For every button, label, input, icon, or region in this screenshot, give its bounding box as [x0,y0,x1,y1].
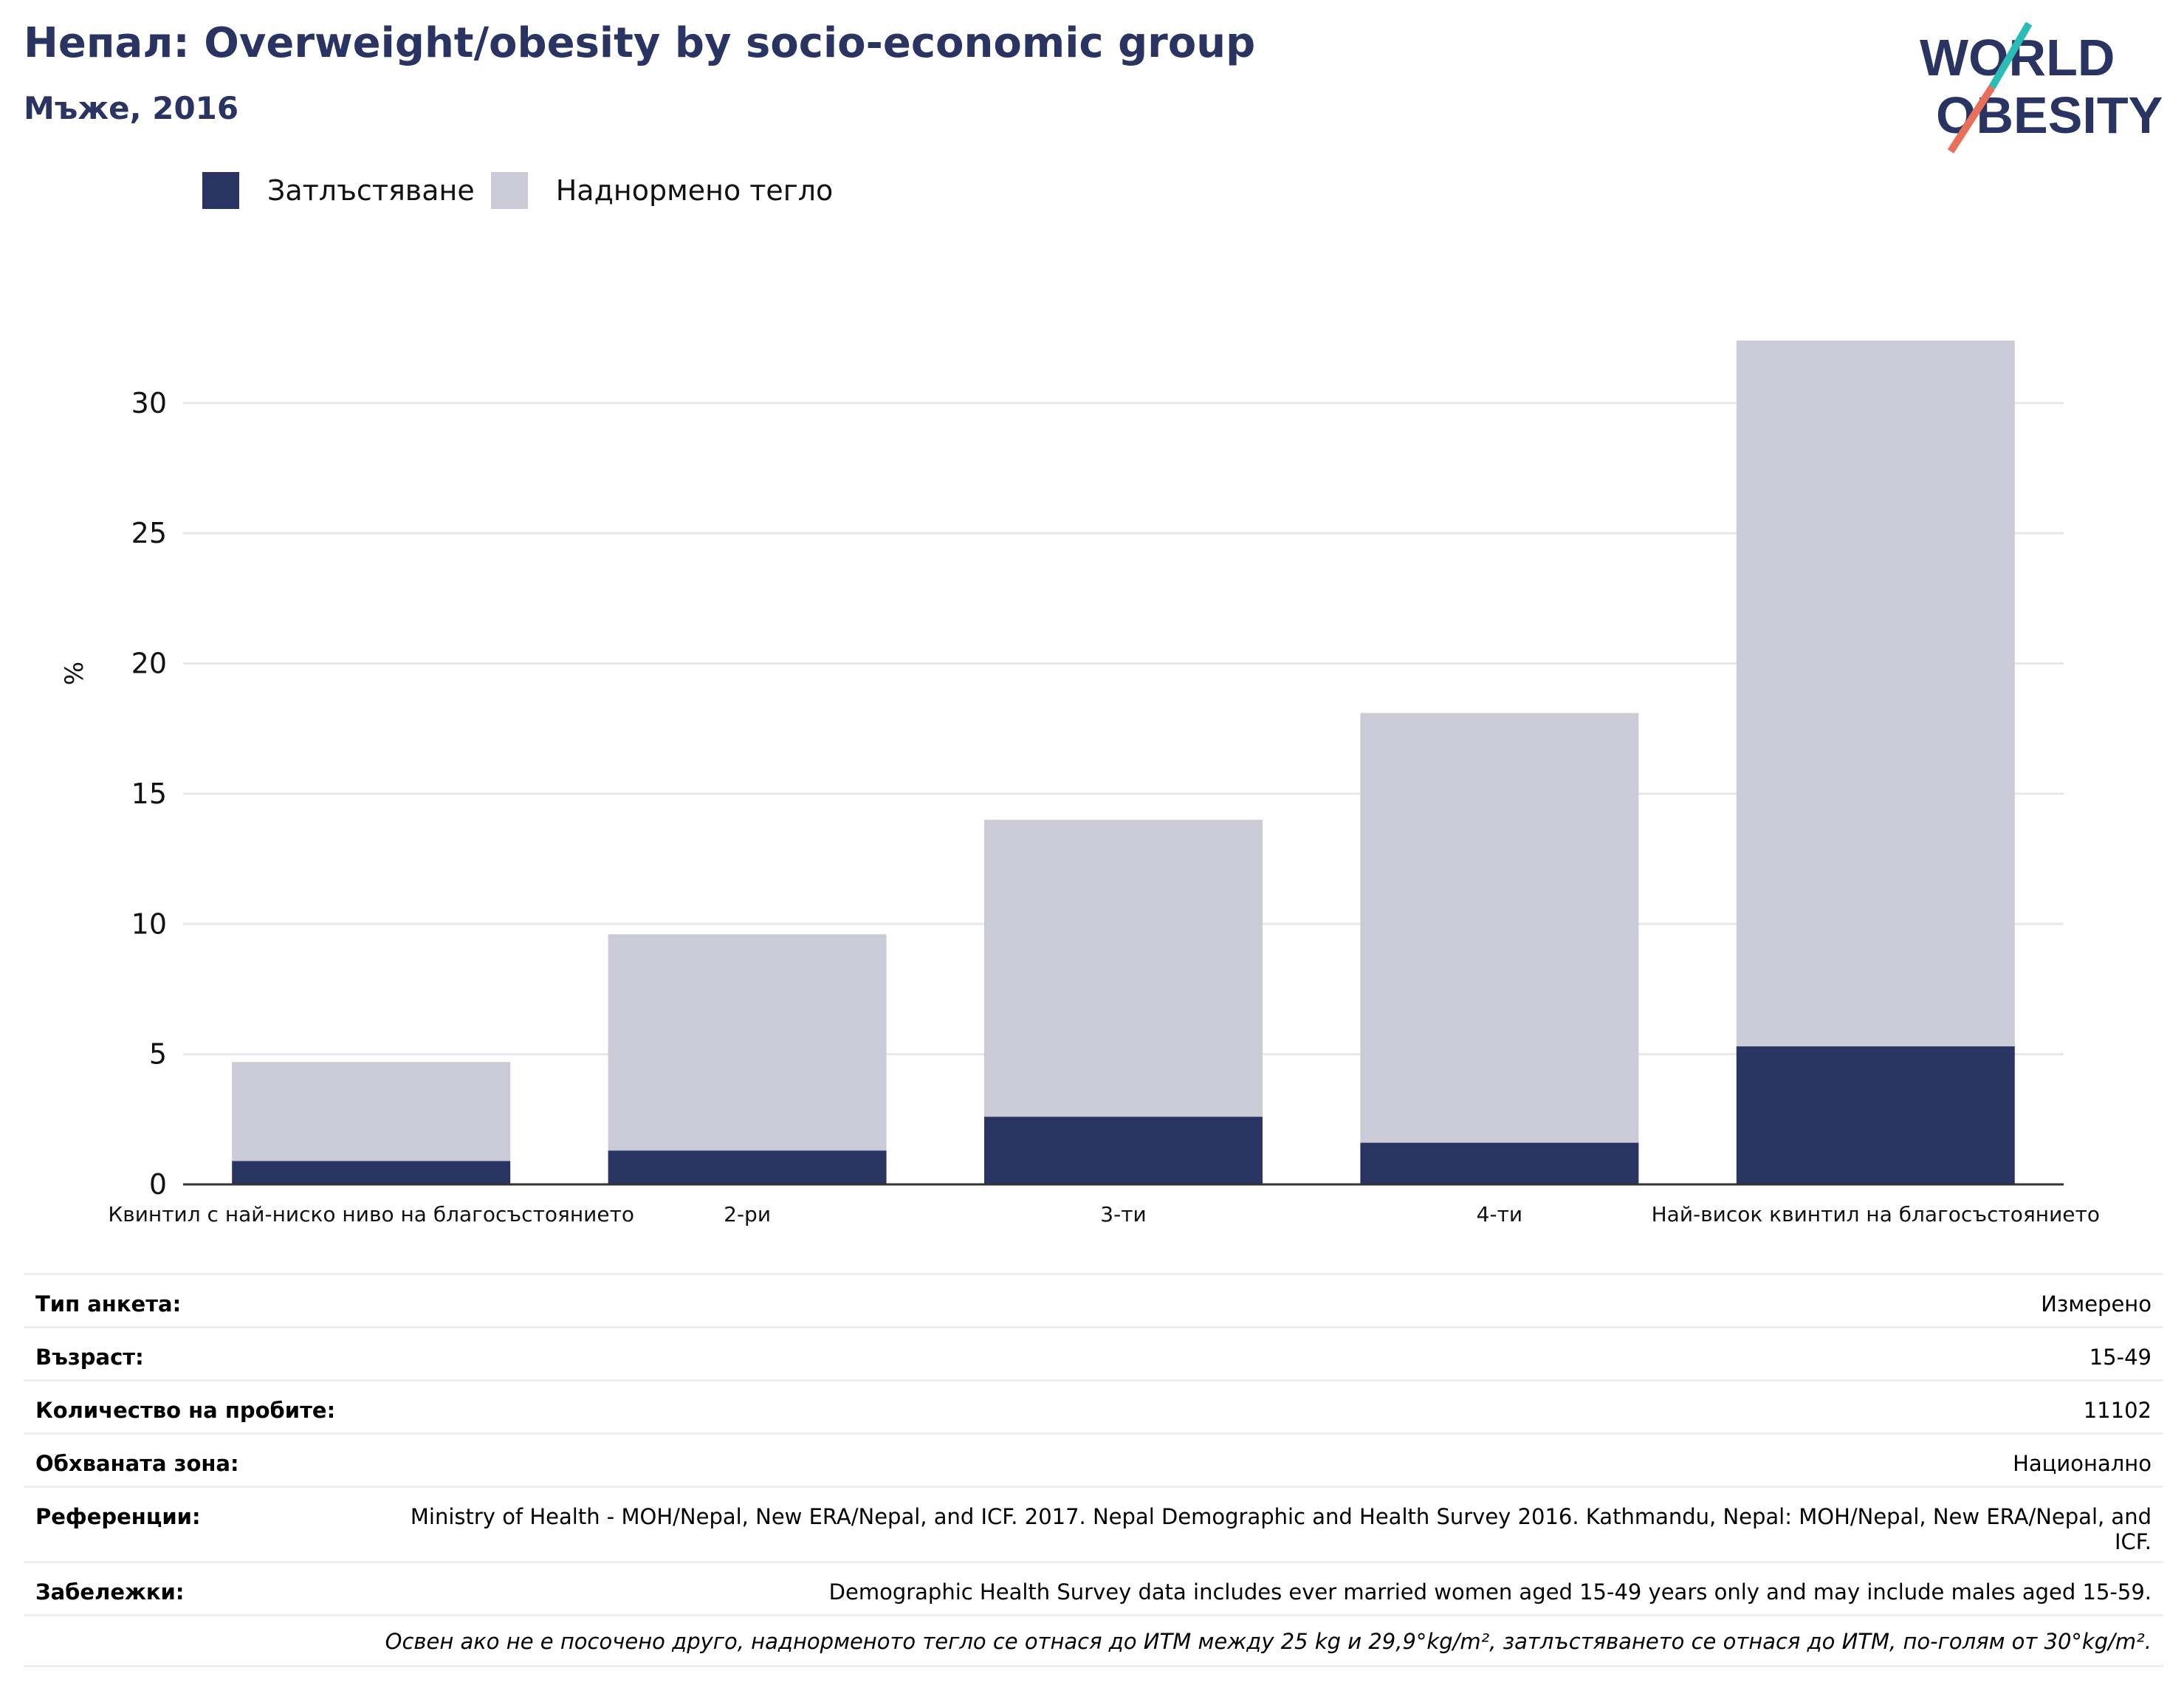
y-axis-label: % [60,662,89,685]
logo-slash-teal [1988,22,2033,89]
chart-title: Непал: Overweight/obesity by socio-econo… [24,19,1256,67]
info-row-sample-size: Количество на пробите: 11102 [24,1379,2163,1432]
bar-overweight-5 [1736,340,2015,1047]
info-value-sample-size: 11102 [2083,1398,2152,1423]
x-tick-label-2: 2-ри [724,1202,771,1226]
x-tick-label-4: 4-ти [1477,1202,1522,1226]
info-label-references: Референции: [35,1504,201,1529]
info-value-notes: Demographic Health Survey data includes … [828,1579,2152,1605]
legend-item-overweight: Наднормено тегло [490,172,834,209]
info-label-notes: Забележки: [35,1579,185,1605]
bar-obesity-1 [232,1161,511,1184]
info-table: Тип анкета: Измерено Възраст: 15-49 Коли… [24,1273,2163,1667]
info-row-survey-type: Тип анкета: Измерено [24,1273,2163,1326]
info-label-age: Възраст: [35,1345,144,1370]
info-value-survey-type: Измерено [2041,1291,2152,1317]
legend-label-obesity: Затлъстяване [267,174,475,207]
bar-obesity-2 [608,1150,887,1184]
info-value-references: Ministry of Health - MOH/Nepal, New ERA/… [410,1504,2152,1554]
y-tick-label-20: 20 [131,648,167,680]
bar-chart: 0 5 10 15 20 25 30% Квинтил с най-ниско ниво на… [60,340,2100,1226]
chart-subtitle: Мъже, 2016 [24,90,239,126]
legend-swatch-overweight [490,172,528,209]
info-value-age: 15-49 [2089,1345,2152,1370]
info-row-references: Референции: Ministry of Health - MOH/Nep… [24,1486,2163,1561]
info-row-coverage: Обхваната зона: Национално [24,1432,2163,1486]
world-obesity-logo: WORLD OBESITY [1920,22,2163,154]
info-label-coverage: Обхваната зона: [35,1451,239,1476]
y-tick-label-10: 10 [131,907,167,940]
y-tick-label-0: 0 [149,1168,167,1201]
legend: Затлъстяване Наднормено тегло [202,168,849,213]
bar-overweight-1 [232,1062,511,1161]
legend-label-overweight: Наднормено тегло [555,174,834,207]
bar-obesity-4 [1360,1142,1639,1184]
y-tick-label-15: 15 [131,778,167,810]
bar-obesity-3 [984,1116,1263,1184]
bar-overweight-4 [1360,713,1639,1143]
legend-item-obesity: Затлъстяване [202,172,475,209]
info-footnote: Освен ако не е посочено друго, наднормен… [24,1614,2163,1667]
bar-obesity-5 [1736,1046,2015,1184]
legend-swatch-obesity [202,172,239,209]
logo-slash-coral [1947,85,1996,154]
y-tick-label-30: 30 [131,387,167,419]
info-label-survey-type: Тип анкета: [35,1291,182,1317]
info-value-coverage: Национално [2013,1451,2152,1476]
x-tick-label-3: 3-ти [1100,1202,1146,1226]
info-row-age: Възраст: 15-49 [24,1326,2163,1379]
info-label-sample-size: Количество на пробите: [35,1398,336,1423]
x-tick-label-5: Най-висок квинтил на благосъстоянието [1652,1202,2100,1226]
x-tick-label-1: Квинтил с най-ниско ниво на благосъстоян… [108,1202,634,1226]
info-row-notes: Забележки: Demographic Health Survey dat… [24,1561,2163,1614]
bar-overweight-2 [608,934,887,1151]
y-tick-label-5: 5 [149,1038,167,1071]
y-tick-label-25: 25 [131,517,167,549]
bar-overweight-3 [984,820,1263,1117]
